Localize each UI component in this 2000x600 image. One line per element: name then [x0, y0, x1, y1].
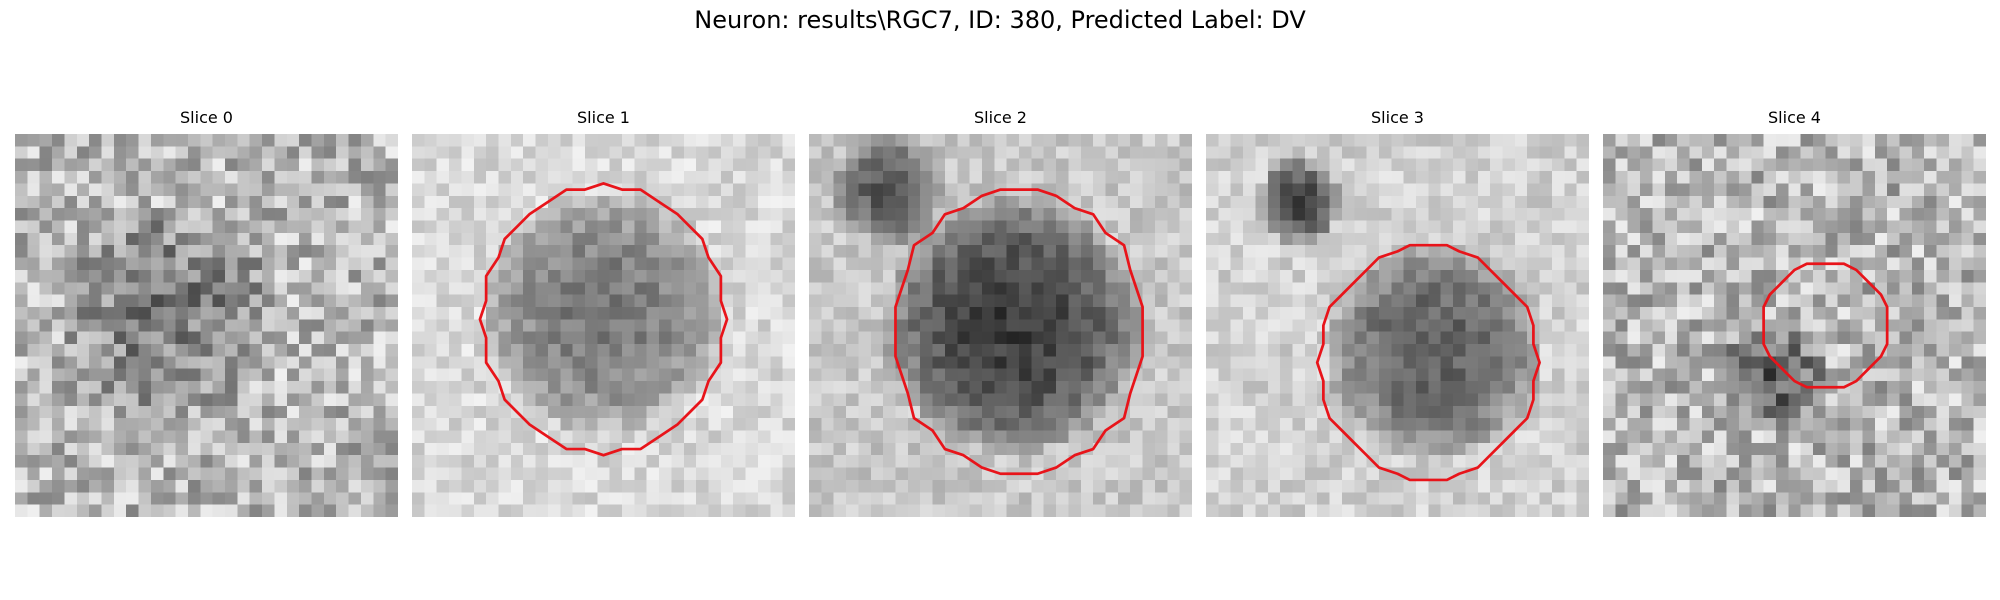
roi-contour-3	[1315, 243, 1541, 482]
figure-title: Neuron: results\RGC7, ID: 380, Predicted…	[694, 6, 1306, 34]
slice-title-3: Slice 3	[1371, 108, 1424, 127]
slice-image-1	[412, 134, 795, 517]
slice-title-2: Slice 2	[974, 108, 1027, 127]
slice-image-0	[15, 134, 398, 517]
slice-title-0: Slice 0	[180, 108, 233, 127]
slice-image-3	[1206, 134, 1589, 517]
roi-contour-1	[478, 182, 729, 457]
slice-image-2	[809, 134, 1192, 517]
slice-image-4	[1603, 134, 1986, 517]
slice-title-1: Slice 1	[577, 108, 630, 127]
slice-title-4: Slice 4	[1768, 108, 1821, 127]
roi-contour-4	[1762, 262, 1889, 389]
roi-contour-2	[894, 188, 1144, 476]
